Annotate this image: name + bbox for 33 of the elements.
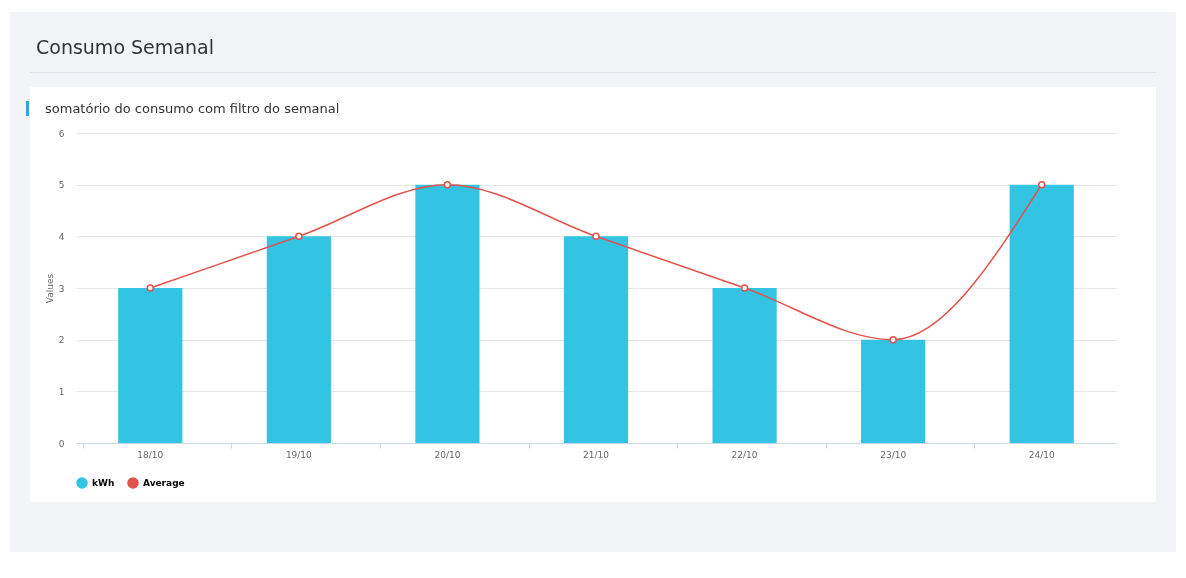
y-tick-label: 3 (58, 283, 65, 294)
point (740, 284, 749, 292)
chart-subtitle: somatório do consumo com filtro do semanal (26, 101, 1156, 116)
y-tick-label: 4 (58, 231, 65, 242)
bar (861, 339, 926, 443)
x-tick-label: 24/10 (1028, 449, 1055, 460)
bar (266, 236, 331, 443)
x-tick-label: 21/10 (583, 449, 610, 460)
point (1037, 180, 1046, 189)
y-tick-label: 0 (58, 438, 65, 449)
point (443, 180, 452, 189)
point (295, 232, 303, 241)
x-tick-label: 18/10 (137, 449, 164, 460)
y-tick-label: 5 (58, 180, 65, 191)
point (146, 284, 155, 292)
bar (118, 288, 183, 443)
y-tick-label: 1 (58, 386, 65, 397)
point (592, 232, 600, 241)
legend-label: Average (143, 478, 185, 488)
x-tick-label: 23/10 (880, 449, 907, 460)
bar (563, 236, 629, 443)
chart-title: Consumo Semanal (30, 26, 1156, 73)
x-tick-label: 22/10 (731, 449, 758, 460)
legend-label: kWh (92, 478, 115, 488)
y-tick-label: 6 (58, 128, 65, 139)
point (889, 335, 897, 344)
y-axis-title: Values (44, 273, 55, 304)
x-tick-label: 19/10 (285, 449, 313, 460)
bar (1009, 184, 1074, 443)
bar (712, 288, 777, 443)
y-tick-label: 2 (58, 335, 65, 346)
bar (415, 184, 480, 443)
x-tick-label: 20/10 (434, 449, 461, 460)
